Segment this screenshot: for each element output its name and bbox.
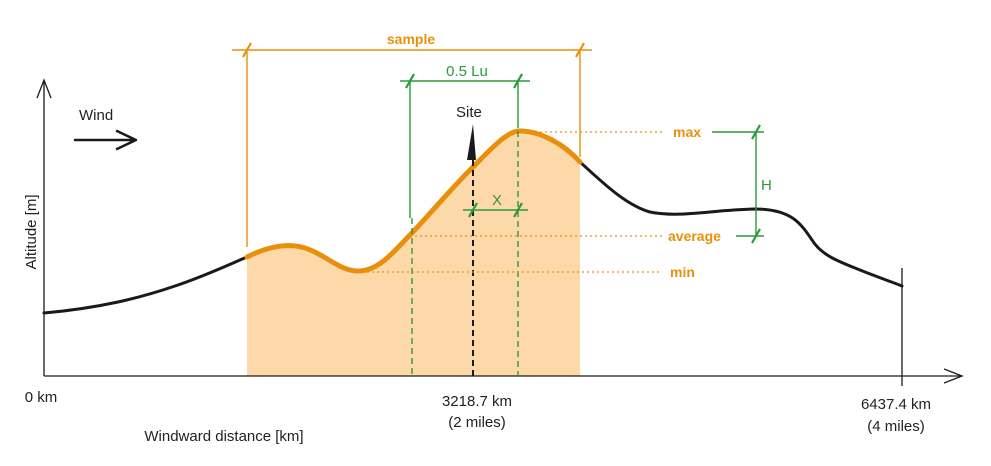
x-measure bbox=[463, 202, 528, 218]
max-label: max bbox=[673, 124, 701, 140]
x-tick-sublabel-1: (2 miles) bbox=[448, 414, 506, 431]
average-label: average bbox=[668, 228, 721, 244]
x-tick-label-1: 3218.7 km bbox=[442, 393, 512, 410]
site-label: Site bbox=[456, 104, 482, 121]
x-tick-label-2: 6437.4 km bbox=[861, 396, 931, 413]
y-axis-label: Altitude [m] bbox=[23, 194, 40, 269]
x-axis-arrow-icon bbox=[943, 368, 964, 384]
x-tick-label-0: 0 km bbox=[25, 389, 58, 406]
sample-area-fill bbox=[247, 130, 580, 376]
wind-arrow-icon bbox=[73, 129, 138, 151]
y-axis-arrow-icon bbox=[36, 78, 52, 99]
half-lu-bracket bbox=[400, 73, 530, 218]
x-tick-sublabel-2: (4 miles) bbox=[867, 418, 925, 435]
site-mast bbox=[467, 124, 476, 160]
h-label: H bbox=[761, 177, 772, 194]
x-axis-label: Windward distance [km] bbox=[144, 428, 303, 445]
min-label: min bbox=[670, 264, 695, 280]
wind-label: Wind bbox=[79, 107, 113, 124]
h-measure bbox=[712, 124, 764, 244]
sample-label: sample bbox=[387, 31, 435, 47]
x-label: X bbox=[492, 192, 502, 209]
sample-bracket bbox=[232, 42, 592, 247]
half-lu-label: 0.5 Lu bbox=[446, 63, 488, 80]
